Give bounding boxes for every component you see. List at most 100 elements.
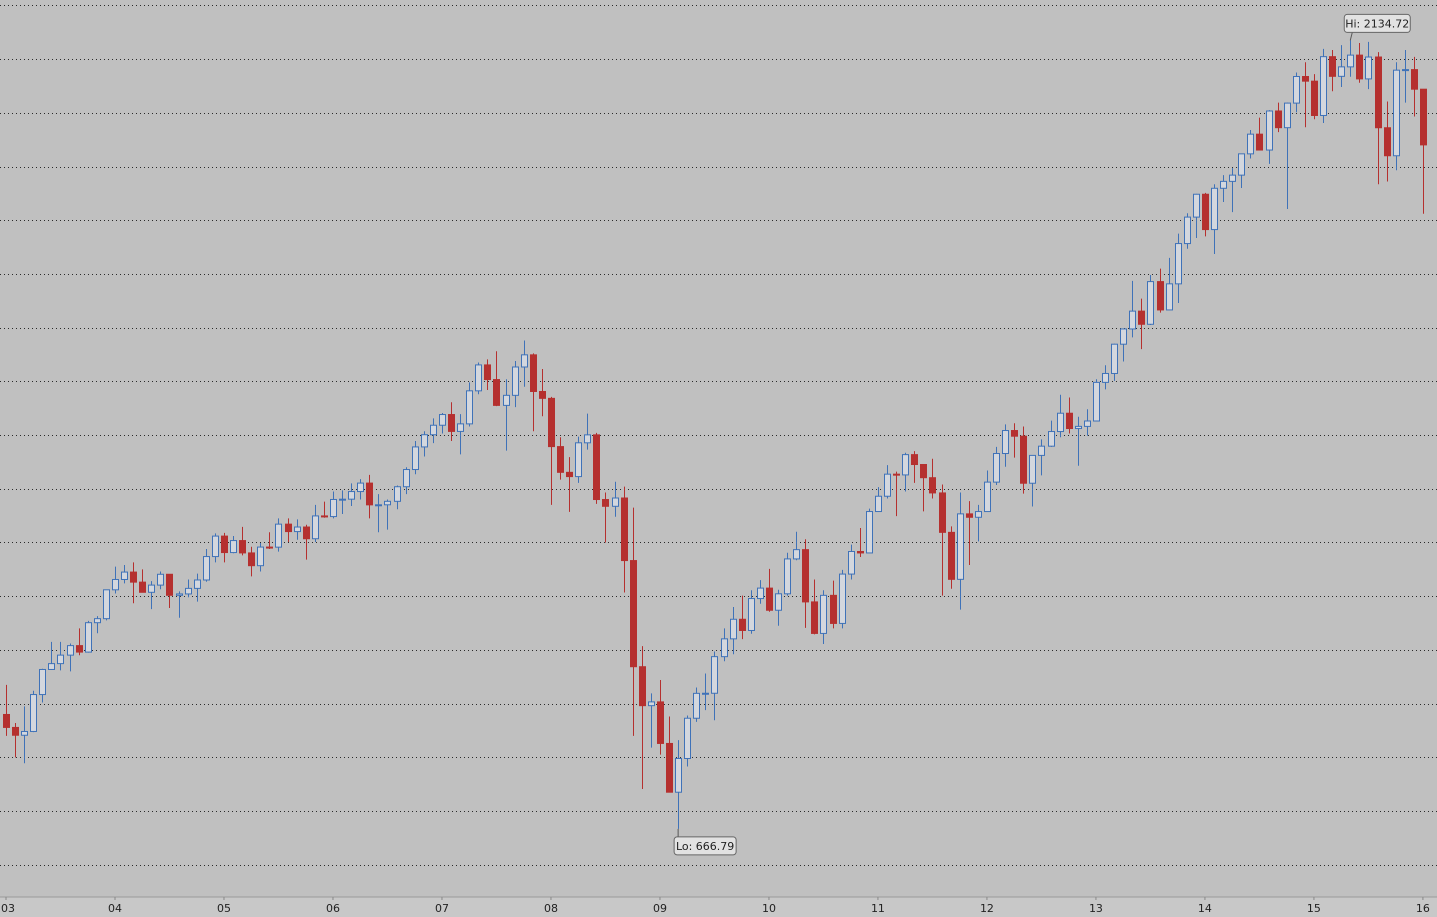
candle-body xyxy=(1384,127,1391,157)
candle-body xyxy=(439,414,446,426)
x-tick-label: 16 xyxy=(1416,902,1430,915)
candle-body xyxy=(584,434,591,444)
candle-body xyxy=(957,513,964,580)
candle-body xyxy=(357,482,364,493)
x-tick-label: 05 xyxy=(217,902,231,915)
candle-body xyxy=(30,694,37,732)
annotation-box xyxy=(1343,13,1411,33)
candle-body xyxy=(1184,216,1191,245)
candle-body xyxy=(285,523,292,533)
candle-body xyxy=(493,379,500,406)
candle-body xyxy=(866,511,873,554)
candle-body xyxy=(412,446,419,471)
candle-body xyxy=(920,464,927,479)
candle-body xyxy=(793,549,800,560)
candle-body xyxy=(1347,54,1354,68)
candle-body xyxy=(48,663,55,670)
candle-body xyxy=(911,454,918,466)
candle-body xyxy=(784,558,791,595)
candle-body xyxy=(403,469,410,488)
candle-body xyxy=(194,579,201,589)
candle-body xyxy=(339,498,346,501)
candle-body xyxy=(730,618,737,640)
candle-body xyxy=(430,424,437,436)
candle-body xyxy=(1420,88,1427,146)
candle-body xyxy=(348,491,355,500)
candle-body xyxy=(530,354,537,392)
candle-body xyxy=(457,423,464,432)
candle-body xyxy=(1311,80,1318,116)
x-tick-label: 15 xyxy=(1307,902,1321,915)
candle-body xyxy=(212,535,219,558)
annotation-box xyxy=(673,836,737,856)
candle-body xyxy=(1284,102,1291,129)
candle-body xyxy=(657,701,664,744)
candle-body xyxy=(748,598,755,631)
candle-body xyxy=(1402,69,1409,72)
x-tick-label: 04 xyxy=(108,902,122,915)
candle-body xyxy=(975,511,982,518)
candle-body xyxy=(721,638,728,658)
candle-body xyxy=(321,515,328,518)
x-tick-label: 11 xyxy=(871,902,885,915)
candle-body xyxy=(966,513,973,518)
candle-body xyxy=(1120,328,1127,345)
candle-body xyxy=(375,504,382,507)
candle-body xyxy=(12,726,19,736)
candle-body xyxy=(1066,412,1073,430)
candle-body xyxy=(57,654,64,665)
candle-body xyxy=(1102,372,1109,383)
candle-body xyxy=(848,550,855,575)
candle-body xyxy=(166,573,173,596)
candle-body xyxy=(839,573,846,624)
candle-body xyxy=(230,540,237,554)
candle-body xyxy=(266,546,273,549)
candle-body xyxy=(1320,56,1327,116)
annotation-label: Hi: 2134.72 xyxy=(1345,17,1409,30)
candle-body xyxy=(1084,420,1091,427)
candle-body xyxy=(1375,56,1382,129)
candle-body xyxy=(67,645,74,656)
candle-body xyxy=(248,552,255,567)
candle-body xyxy=(130,571,137,583)
candle-body xyxy=(757,587,764,600)
candle-body xyxy=(303,526,310,540)
candle-body xyxy=(1138,310,1145,325)
candle-body xyxy=(1093,381,1100,422)
candle-body xyxy=(394,486,401,502)
candle-body xyxy=(639,666,646,707)
candle-body xyxy=(203,556,210,581)
candle-body xyxy=(121,571,128,580)
candle-body xyxy=(1057,412,1064,433)
candle-body xyxy=(76,645,83,653)
x-tick-label: 10 xyxy=(762,902,776,915)
candle-body xyxy=(948,531,955,580)
candle-body xyxy=(1411,69,1418,90)
candle-body xyxy=(157,573,164,586)
candle-body xyxy=(593,434,600,501)
candle-body xyxy=(1038,445,1045,456)
candle-body xyxy=(1211,187,1218,231)
candle-body xyxy=(893,473,900,476)
x-tick-label: 14 xyxy=(1198,902,1212,915)
candle-body xyxy=(939,492,946,533)
candle-body xyxy=(294,526,301,533)
candle-body xyxy=(1175,243,1182,285)
candle-body xyxy=(1147,281,1154,325)
candle-body xyxy=(139,581,146,593)
candle-body xyxy=(739,618,746,631)
x-tick-label: 13 xyxy=(1089,902,1103,915)
candle-body xyxy=(1220,180,1227,189)
candle-body xyxy=(475,364,482,392)
candle-body xyxy=(802,549,809,603)
candle-body xyxy=(1247,133,1254,155)
candle-body xyxy=(621,497,628,562)
candle-body xyxy=(1075,425,1082,430)
candle-body xyxy=(539,390,546,399)
candle-body xyxy=(421,434,428,448)
annotation-pointer xyxy=(1349,32,1353,41)
candle-body xyxy=(648,701,655,707)
candle-body xyxy=(902,454,909,476)
